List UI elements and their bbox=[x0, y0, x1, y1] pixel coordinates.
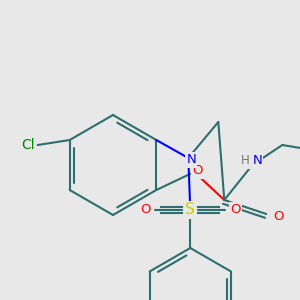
Text: Cl: Cl bbox=[21, 138, 34, 152]
Text: N: N bbox=[186, 154, 196, 166]
Text: O: O bbox=[192, 164, 202, 178]
Text: O: O bbox=[230, 203, 241, 217]
Text: N: N bbox=[252, 154, 262, 167]
Text: H: H bbox=[241, 154, 250, 167]
Text: O: O bbox=[273, 209, 284, 223]
Text: S: S bbox=[185, 202, 195, 217]
Text: O: O bbox=[140, 203, 151, 217]
